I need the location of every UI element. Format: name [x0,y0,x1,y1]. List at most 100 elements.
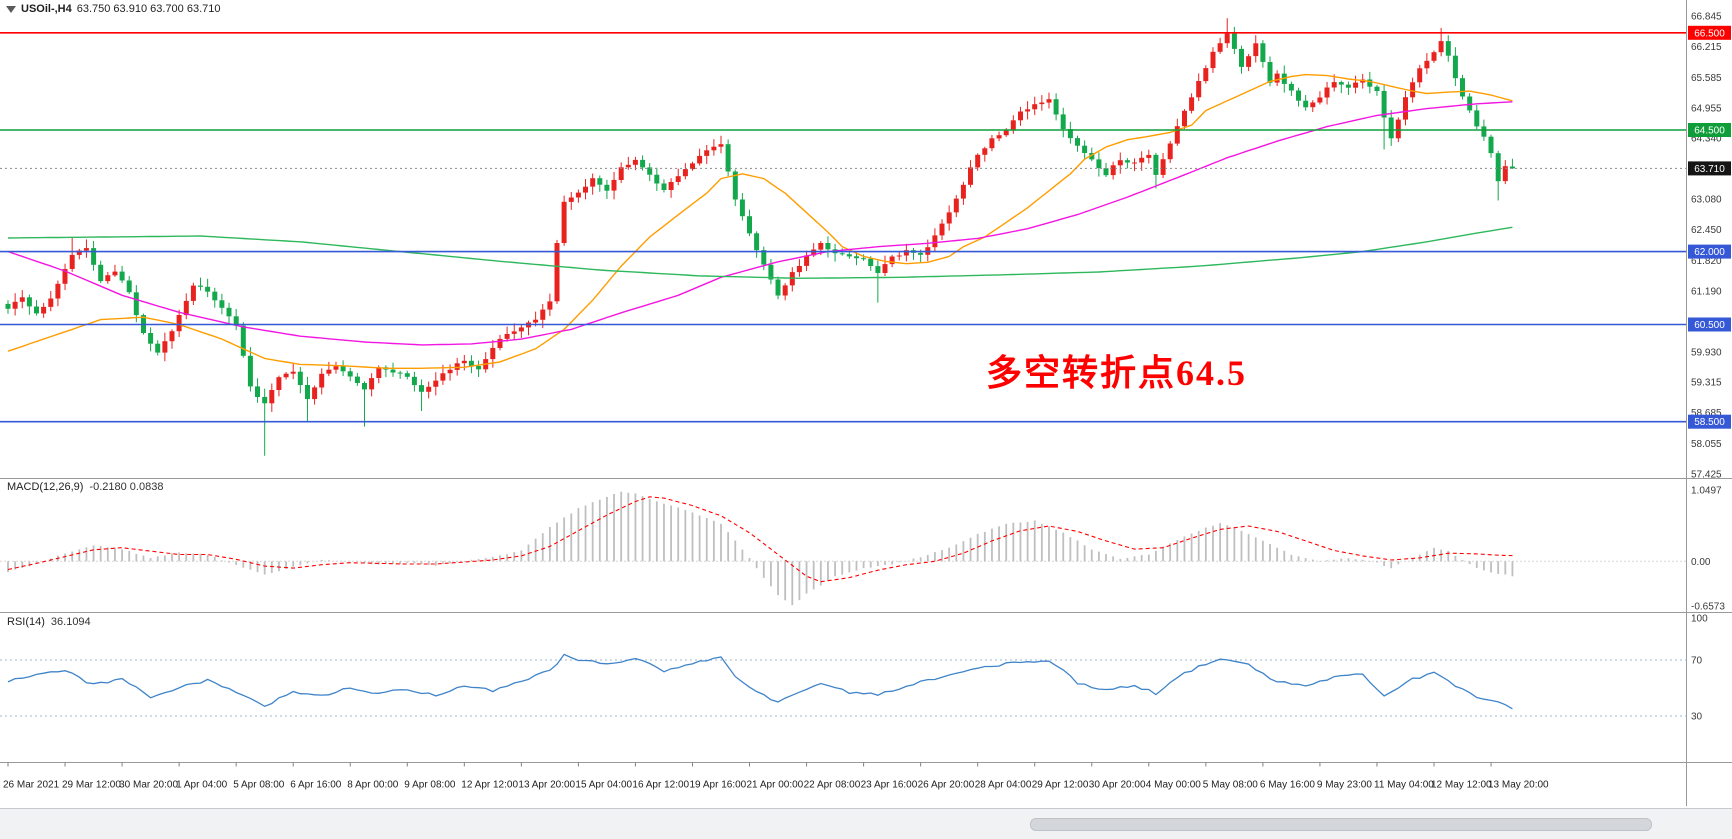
candle-body [668,182,674,190]
candle-body [854,256,859,259]
candle-body [754,233,760,251]
time-axis-label: 5 Apr 08:00 [233,780,285,791]
candle-body [126,280,132,293]
candle-body [718,144,724,147]
chart-title: USOil-,H4 63.750 63.910 63.700 63.710 [6,3,220,15]
candle-body [1331,82,1337,88]
candle-body [1338,82,1344,85]
candle-body [1174,126,1180,144]
time-axis-label: 22 Apr 08:00 [804,780,861,791]
rsi-indicator-label: RSI(14) 36.1094 [7,616,91,628]
candle-body [1288,83,1294,91]
candle-body [1110,165,1116,176]
svg-text:58.500: 58.500 [1694,417,1725,428]
candle-body [583,186,588,193]
candle-body [12,301,18,309]
candle-body [312,387,318,400]
candle-body [533,319,539,323]
price-tag-63.710: 63.710 [1688,161,1731,176]
ma-slow-line[interactable] [7,226,1513,280]
price-tag-58.500: 58.500 [1688,414,1731,429]
scrollbar-thumb[interactable] [1030,818,1652,831]
horizontal-scrollbar[interactable] [0,808,1732,839]
candle-body [1403,97,1408,120]
candle-body [1395,119,1401,139]
candle-body [433,380,439,387]
price-axis-tick: 59.930 [1691,348,1722,359]
candle-body [1345,84,1351,88]
candle-body [226,307,232,317]
candle-body [632,159,638,165]
candle-body [690,163,695,170]
candle-body [903,250,909,256]
candle-body [133,292,139,316]
candle-body [732,171,738,200]
candle-body [1117,160,1123,166]
candles [5,18,1515,456]
candle-body [205,286,211,292]
price-axis-tick: 66.215 [1691,42,1722,53]
time-axis-label: 12 Apr 12:00 [461,780,518,791]
candle-body [69,254,75,269]
candle-body [105,275,111,282]
candle-body [1481,126,1487,137]
candle-body [255,386,260,397]
time-axis-label: 11 May 04:00 [1374,780,1434,791]
candle-body [1495,153,1501,182]
candle-body [682,169,688,177]
time-axis-label: 26 Apr 20:00 [918,780,975,791]
price-axis-tick: 59.315 [1691,378,1722,389]
time-axis-label: 9 Apr 08:00 [404,780,456,791]
svg-text:66.500: 66.500 [1694,28,1725,39]
ma-fast-line[interactable] [7,73,1513,369]
candle-body [1488,136,1494,154]
candle-body [319,373,325,388]
candle-body [554,243,560,302]
candle-body [1124,160,1130,163]
candle-body [1303,100,1309,108]
candle-body [76,250,82,255]
time-axis-label: 21 Apr 00:00 [747,780,804,791]
candle-body [1060,114,1066,129]
candle-body [1431,52,1437,61]
candle-body [119,271,125,281]
candle-body [504,334,510,339]
candle-body [1424,60,1430,69]
candle-body [162,341,168,353]
ma-mid-line[interactable] [7,101,1513,346]
candle-body [804,255,810,266]
candle-body [575,192,581,198]
macd-histogram [7,491,1514,606]
candle-body [169,331,175,342]
candle-body [1046,99,1052,103]
time-axis-label: 4 May 00:00 [1146,780,1201,791]
candle-body [561,201,567,243]
candle-body [1410,82,1416,98]
candle-body [468,360,474,366]
candle-body [1217,43,1223,52]
candle-body [62,269,68,284]
time-axis-label: 23 Apr 16:00 [861,780,918,791]
candle-body [960,184,966,199]
candle-body [547,301,553,310]
candle-body [1267,62,1273,83]
candle-body [1196,81,1202,98]
price-axis-tick: 66.845 [1691,12,1722,23]
candle-body [1160,159,1166,175]
candle-body [618,167,624,180]
candle-body [939,223,945,236]
price-tag-60.500: 60.500 [1688,317,1731,332]
candle-body [190,285,196,301]
chart-annotation-text[interactable]: 多空转折点64.5 [986,353,1248,393]
candle-body [604,184,610,191]
svg-text:64.500: 64.500 [1694,126,1725,137]
candle-body [1146,154,1152,158]
candle-body [290,371,296,374]
candle-body [818,243,824,250]
time-axis-label: 15 Apr 04:00 [575,780,632,791]
candle-body [1231,33,1237,49]
candle-body [518,327,524,332]
candle-body [868,258,874,266]
candle-body [975,154,981,168]
